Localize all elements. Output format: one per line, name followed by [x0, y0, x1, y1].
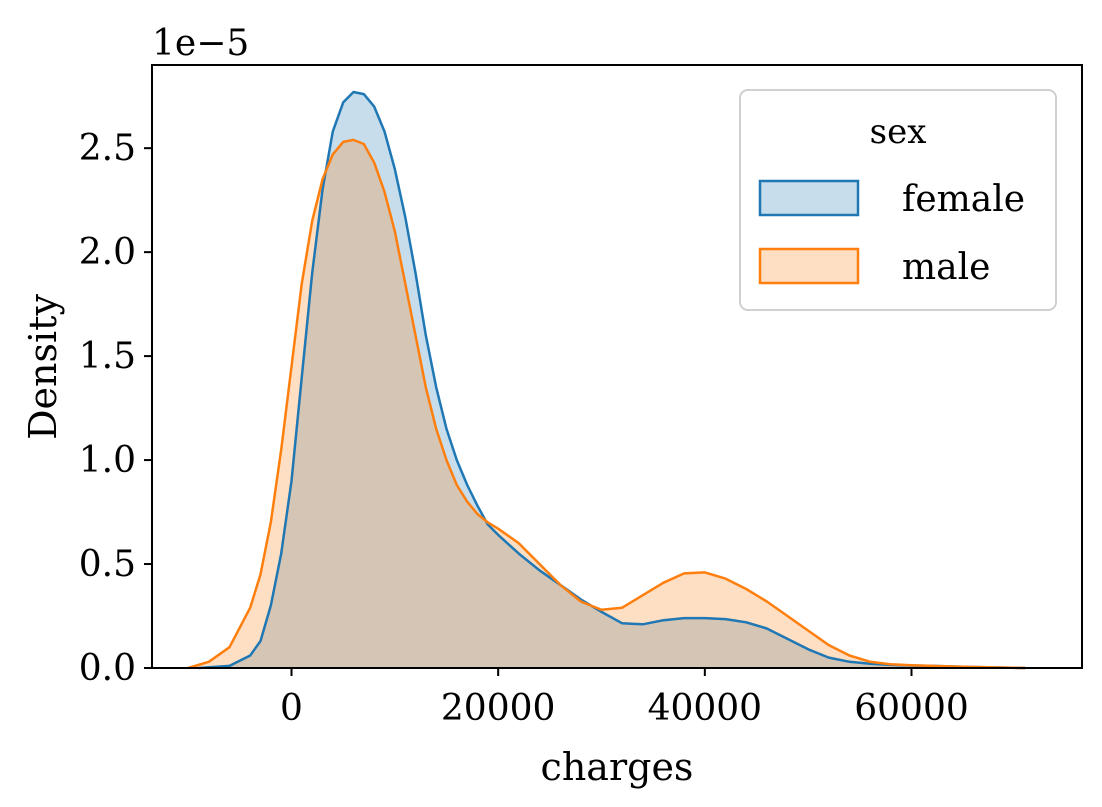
legend: sex female male [739, 89, 1057, 311]
axes: 0 20000 40000 60000 0.0 0.5 1.0 1.5 2.0 2.5 [79, 64, 1083, 729]
y-offset-label: 1e−5 [152, 23, 249, 64]
y-tick-label: 0.0 [79, 648, 136, 689]
x-tick-label: 0 [280, 688, 303, 729]
legend-swatch-male [758, 247, 860, 285]
x-tick-label: 40000 [648, 688, 763, 729]
plot-area [187, 90, 1026, 670]
density-line-male [187, 138, 1026, 670]
y-tick-label: 2.5 [79, 128, 136, 169]
density-fill-female [198, 92, 1026, 668]
y-tick-label: 1.5 [79, 336, 136, 377]
density-fill-male [188, 139, 1026, 668]
density-line-female [198, 90, 1026, 670]
x-axis-label: charges [541, 745, 694, 789]
legend-label-male: male [902, 247, 990, 288]
plot-frame [151, 64, 1083, 669]
legend-title: sex [870, 112, 927, 152]
y-axis-label: Density [21, 294, 65, 440]
legend-frame [739, 89, 1057, 311]
y-tick-label: 2.0 [79, 232, 136, 273]
x-tick-label: 60000 [854, 688, 969, 729]
y-tick-label: 0.5 [79, 544, 136, 585]
legend-label-female: female [902, 179, 1025, 220]
legend-swatch-female [758, 179, 860, 217]
x-tick-label: 20000 [441, 688, 556, 729]
y-tick-label: 1.0 [79, 440, 136, 481]
